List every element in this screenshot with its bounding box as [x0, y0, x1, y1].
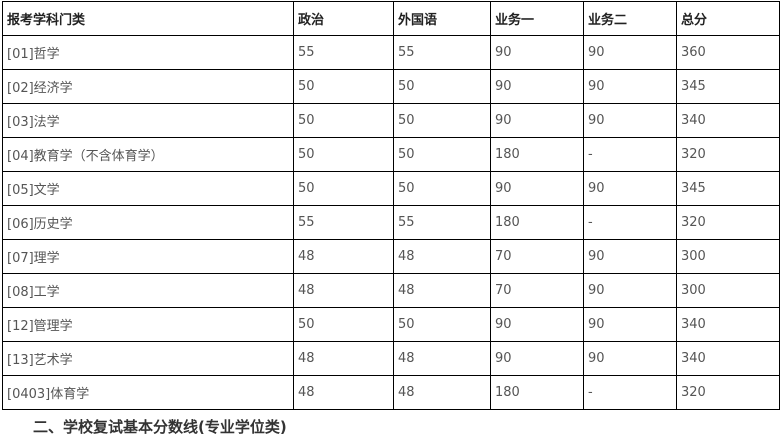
- table-cell: 50: [293, 69, 394, 104]
- table-cell: [08]工学: [2, 273, 294, 308]
- table-cell: -: [583, 137, 677, 172]
- table-cell: [13]艺术学: [2, 341, 294, 376]
- table-cell: [03]法学: [2, 103, 294, 138]
- table-cell: 90: [583, 69, 677, 104]
- table-cell: 55: [393, 205, 491, 240]
- table-cell: 48: [293, 375, 394, 410]
- table-cell: 50: [393, 103, 491, 138]
- table-cell: 48: [393, 273, 491, 308]
- table-cell: 320: [676, 205, 780, 240]
- table-cell: [01]哲学: [2, 35, 294, 70]
- table-cell: 180: [490, 205, 584, 240]
- table-cell: [06]历史学: [2, 205, 294, 240]
- table-row: [0403]体育学 48 48 180-320: [2, 375, 780, 410]
- table-cell: 345: [676, 69, 780, 104]
- table-cell: [12]管理学: [2, 307, 294, 342]
- table-cell: 90: [583, 307, 677, 342]
- table-cell: 345: [676, 171, 780, 206]
- table-cell: 70: [490, 239, 584, 274]
- table-cell: 90: [583, 35, 677, 70]
- header-cell: 总分: [676, 1, 780, 36]
- table-cell: [0403]体育学: [2, 375, 294, 410]
- table-cell: 50: [393, 137, 491, 172]
- table-cell: -: [583, 205, 677, 240]
- table-cell: 180: [490, 137, 584, 172]
- table-row: [06]历史学 55 55 180-320: [2, 205, 780, 240]
- table-cell: 55: [293, 205, 394, 240]
- table-row: [07]理学 48 48 70 90 300: [2, 239, 780, 274]
- table-cell: 360: [676, 35, 780, 70]
- header-cell: 业务一: [490, 1, 584, 36]
- table-row: [12]管理学 50 50 90 90 340: [2, 307, 780, 342]
- table-cell: 55: [393, 35, 491, 70]
- table-cell: [04]教育学（不含体育学）: [2, 137, 294, 172]
- table-cell: 48: [393, 239, 491, 274]
- table-cell: 320: [676, 137, 780, 172]
- table-row: [08]工学 48 48 70 90 300: [2, 273, 780, 308]
- table-cell: 90: [490, 307, 584, 342]
- table-header-row: 报考学科门类 政治 外国语 业务一 业务二 总分: [2, 1, 780, 36]
- table-row: [04]教育学（不含体育学） 50 50 180-320: [2, 137, 780, 172]
- table-cell: 48: [393, 341, 491, 376]
- table-cell: 50: [393, 171, 491, 206]
- table-cell: 48: [393, 375, 491, 410]
- table-cell: 50: [393, 307, 491, 342]
- table-cell: 48: [293, 341, 394, 376]
- table-row: [01]哲学 55 55 90 90 360: [2, 35, 780, 70]
- table-cell: [02]经济学: [2, 69, 294, 104]
- header-cell: 外国语: [393, 1, 491, 36]
- table-cell: 90: [583, 273, 677, 308]
- header-cell: 政治: [293, 1, 394, 36]
- header-cell: 报考学科门类: [2, 1, 294, 36]
- table-cell: 48: [293, 239, 394, 274]
- table-cell: 50: [293, 307, 394, 342]
- table-cell: 70: [490, 273, 584, 308]
- table-cell: [05]文学: [2, 171, 294, 206]
- table-cell: 320: [676, 375, 780, 410]
- table-cell: -: [583, 375, 677, 410]
- header-cell: 业务二: [583, 1, 677, 36]
- table-cell: 340: [676, 341, 780, 376]
- score-table: 报考学科门类 政治 外国语 业务一 业务二 总分 [01]哲学 55 55 90 90 3…: [2, 1, 780, 410]
- table-cell: 90: [490, 69, 584, 104]
- table-cell: 90: [490, 171, 584, 206]
- table-cell: 180: [490, 375, 584, 410]
- section-heading: 二、学校复试基本分数线(专业学位类): [33, 418, 287, 436]
- table-cell: 90: [583, 171, 677, 206]
- table-cell: 90: [583, 239, 677, 274]
- table-cell: 300: [676, 239, 780, 274]
- table-cell: 50: [293, 103, 394, 138]
- table-cell: 50: [393, 69, 491, 104]
- table-cell: 340: [676, 103, 780, 138]
- table-cell: 90: [490, 103, 584, 138]
- table-row: [02]经济学 50 50 90 90 345: [2, 69, 780, 104]
- table-cell: 48: [293, 273, 394, 308]
- table-cell: 90: [583, 341, 677, 376]
- table-row: [13]艺术学 48 48 90 90 340: [2, 341, 780, 376]
- table-cell: 90: [583, 103, 677, 138]
- table-cell: 50: [293, 171, 394, 206]
- table-cell: 340: [676, 307, 780, 342]
- table-cell: 90: [490, 35, 584, 70]
- table-row: [05]文学 50 50 90 90 345: [2, 171, 780, 206]
- table-cell: [07]理学: [2, 239, 294, 274]
- table-cell: 55: [293, 35, 394, 70]
- table-cell: 300: [676, 273, 780, 308]
- table-cell: 90: [490, 341, 584, 376]
- table-cell: 50: [293, 137, 394, 172]
- table-row: [03]法学 50 50 90 90 340: [2, 103, 780, 138]
